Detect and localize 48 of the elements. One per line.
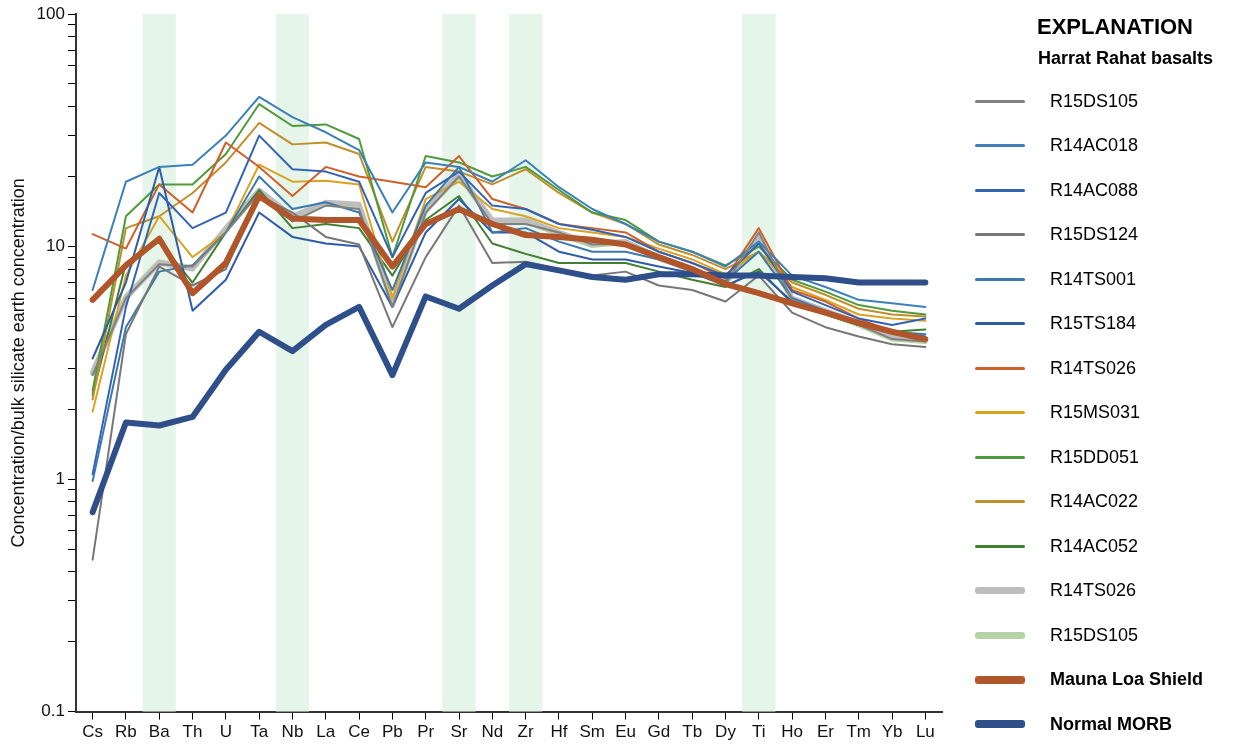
x-tick-label: Ce [348, 722, 370, 742]
x-tick-label: Tb [682, 722, 703, 742]
x-tick-label: Ba [148, 722, 171, 742]
x-tick-label: Lu [915, 722, 935, 742]
x-tick-label: Ta [250, 722, 269, 742]
x-tick-label: Nb [281, 722, 304, 742]
x-tick-label: Ho [781, 722, 803, 742]
x-tick-label: Th [182, 722, 203, 742]
x-tick-label: Sr [450, 722, 468, 742]
x-tick-label: Zr [517, 722, 534, 742]
legend-label: R14TS026 [1050, 580, 1137, 602]
y-tick-label: 0.1 [41, 701, 65, 721]
y-tick-label: 1 [55, 468, 65, 488]
x-tick-label: Ti [752, 722, 766, 742]
x-tick-label: Cs [82, 722, 104, 742]
x-tick-label: Rb [115, 722, 137, 742]
legend-label: R14AC022 [1050, 491, 1139, 513]
legend-label: R14TS026 [1050, 357, 1137, 379]
x-tick-label: Eu [615, 722, 636, 742]
y-tick-label: 10 [46, 236, 65, 256]
x-tick-label: Er [816, 722, 835, 742]
legend-label: R15DS124 [1050, 224, 1139, 246]
legend-label: R15DS105 [1050, 90, 1139, 112]
legend-label: Normal MORB [1050, 713, 1173, 735]
legend-label: R14AC088 [1050, 179, 1139, 201]
x-tick-label: Gd [647, 722, 671, 742]
x-tick-label: U [219, 722, 232, 742]
y-tick-label: 100 [36, 3, 65, 23]
x-tick-label: Yb [881, 722, 903, 742]
x-tick-label: Tm [846, 722, 871, 742]
x-tick-label: Pr [417, 722, 435, 742]
x-tick-label: Dy [715, 722, 737, 742]
legend-title: EXPLANATION [1035, 14, 1194, 40]
text: Harrat Rahat basalts [1038, 48, 1215, 69]
legend-label: R14TS001 [1050, 268, 1137, 290]
legend-label: R15DS105 [1050, 624, 1139, 646]
x-tick-label: Pb [382, 722, 403, 742]
x-tick-label: Hf [550, 722, 568, 742]
legend-label: R15TS184 [1050, 313, 1137, 335]
x-tick-label: La [316, 722, 336, 742]
legend-label: R14AC052 [1050, 535, 1139, 557]
legend-label: Mauna Loa Shield [1050, 669, 1204, 691]
x-tick-label: Sm [579, 722, 605, 742]
legend-label: R15DD051 [1050, 446, 1140, 468]
legend-label: R15MS031 [1050, 402, 1141, 424]
legend-label: R14AC018 [1050, 135, 1139, 157]
y-axis-title: Concentration/bulk silicate earth concentration [7, 178, 28, 548]
x-tick-label: Nd [481, 722, 504, 742]
